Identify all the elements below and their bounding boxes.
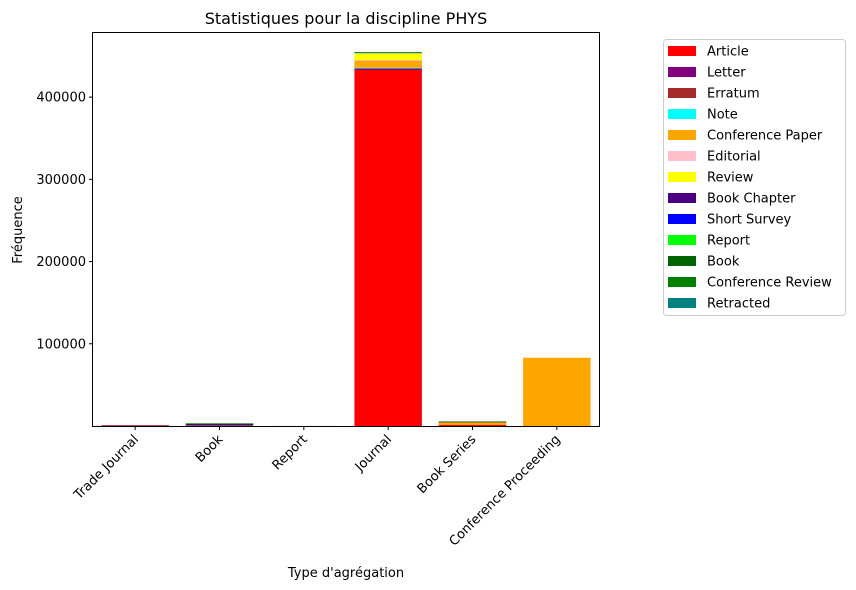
bar-segment	[354, 60, 422, 68]
legend-frame	[663, 39, 846, 316]
legend-swatch	[668, 130, 696, 140]
plot-frame	[92, 32, 600, 427]
bar-segment	[354, 52, 422, 54]
legend-label: Book	[707, 255, 740, 270]
legend-label: Erratum	[707, 87, 760, 102]
chart-title: Statistiques pour la discipline PHYS	[205, 9, 488, 28]
x-tick-label: Report	[270, 432, 311, 473]
x-tick-label: Journal	[352, 432, 395, 475]
legend-swatch	[668, 193, 696, 203]
legend-swatch	[668, 46, 696, 56]
legend-label: Review	[707, 171, 754, 186]
y-tick-label: 300000	[36, 173, 86, 188]
legend: Article Letter Erratum Note Conference Paper…	[663, 39, 846, 316]
legend-label: Article	[707, 45, 749, 60]
bar-segment	[523, 357, 591, 426]
legend-swatch	[668, 88, 696, 98]
bar-segment	[354, 52, 422, 60]
x-tick-label: Book	[193, 432, 227, 466]
legend-swatch	[668, 172, 696, 182]
legend-swatch	[668, 151, 696, 161]
bar-segment	[438, 421, 507, 425]
bar-segment	[185, 423, 254, 425]
bar-segment	[354, 68, 422, 70]
y-tick-label: 400000	[36, 91, 86, 106]
legend-swatch	[668, 277, 696, 287]
bar-segment	[438, 424, 507, 426]
legend-swatch	[668, 256, 696, 266]
bar-segment	[354, 70, 422, 426]
legend-label: Letter	[707, 66, 746, 81]
bar-segment	[185, 423, 254, 426]
legend-label: Conference Review	[707, 276, 832, 291]
x-axis-label: Type d'agrégation	[287, 566, 404, 581]
legend-swatch	[668, 298, 696, 308]
y-tick-label: 100000	[36, 337, 86, 352]
y-axis-label: Fréquence	[11, 196, 26, 263]
bar-segment	[101, 425, 169, 427]
legend-label: Conference Paper	[707, 129, 823, 144]
y-axis: 100000 200000 300000 400000	[36, 91, 93, 352]
x-axis: Trade Journal Book Report Journal Book Serie…	[71, 426, 564, 549]
legend-label: Retracted	[707, 297, 770, 312]
legend-label: Book Chapter	[707, 192, 796, 207]
bar-segment	[438, 421, 507, 423]
legend-swatch	[668, 214, 696, 224]
y-tick-label: 200000	[36, 255, 86, 270]
legend-swatch	[668, 235, 696, 245]
legend-label: Short Survey	[707, 213, 792, 228]
legend-label: Note	[707, 108, 738, 123]
legend-swatch	[668, 109, 696, 119]
x-tick-label: Book Series	[415, 432, 480, 497]
legend-swatch	[668, 67, 696, 77]
legend-label: Report	[707, 234, 750, 249]
bar-segment	[354, 59, 422, 61]
bar-segment	[354, 67, 422, 69]
x-tick-label: Trade Journal	[71, 432, 142, 503]
bars-group	[101, 52, 591, 427]
legend-label: Editorial	[707, 150, 761, 165]
